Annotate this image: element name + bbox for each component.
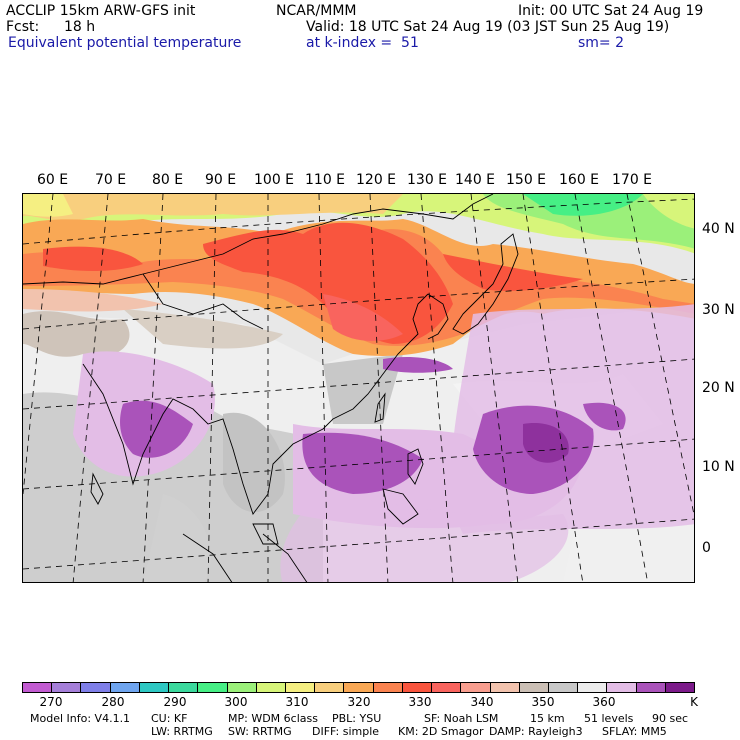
smoothing-label: sm= 2 [578, 35, 625, 51]
colorbar-swatch [665, 683, 695, 692]
colorbar-swatch [402, 683, 433, 692]
colorbar-swatch [227, 683, 257, 692]
colorbar-tick: 330 [408, 695, 432, 709]
pbl-scheme: PBL: YSU [332, 712, 382, 725]
mp-scheme: MP: WDM 6class [228, 712, 318, 725]
lat-label: 0 [702, 540, 711, 556]
lon-label: 120 E [356, 172, 397, 188]
colorbar-tick: 280 [101, 695, 125, 709]
lon-label: 160 E [559, 172, 600, 188]
resolution: 15 km [530, 712, 565, 725]
lon-label: 80 E [152, 172, 184, 188]
field-name: Equivalent potential temperature [8, 35, 242, 51]
colorbar-tick: 360 [592, 695, 616, 709]
colorbar-tick: 290 [163, 695, 187, 709]
forecast-hour: 18 h [64, 19, 96, 35]
lon-label: 70 E [95, 172, 127, 188]
lon-label: 100 E [254, 172, 295, 188]
lon-label: 60 E [37, 172, 69, 188]
init-time: Init: 00 UTC Sat 24 Aug 19 [518, 3, 704, 19]
colorbar-swatch [315, 683, 345, 692]
colorbar-swatch [198, 683, 228, 692]
colorbar-swatch [432, 683, 462, 692]
colorbar-swatch [461, 683, 491, 692]
lat-label: 10 N [702, 459, 735, 475]
model-info: Model Info: V4.1.1 [30, 712, 131, 725]
lat-label: 20 N [702, 380, 735, 396]
level-index: at k-index = 51 [306, 35, 419, 51]
colorbar-tick: 350 [531, 695, 555, 709]
colorbar-swatch [344, 683, 374, 692]
lat-label: 30 N [702, 302, 735, 318]
colorbar-tick: 320 [347, 695, 371, 709]
colorbar-swatch [373, 683, 403, 692]
lon-label: 110 E [305, 172, 346, 188]
lat-label: 40 N [702, 221, 735, 237]
colorbar-swatch [52, 683, 82, 692]
colorbar-swatch [490, 683, 520, 692]
cu-scheme: CU: KF [151, 712, 188, 725]
model-title: ACCLIP 15km ARW-GFS init [6, 3, 196, 19]
valid-time: Valid: 18 UTC Sat 24 Aug 19 (03 JST Sun … [306, 19, 670, 35]
forecast-label: Fcst: [6, 19, 40, 35]
colorbar-swatch [519, 683, 549, 692]
colorbar-tick: 300 [224, 695, 248, 709]
colorbar-swatch [636, 683, 666, 692]
timestep: 90 sec [652, 712, 689, 725]
lon-label: 140 E [455, 172, 496, 188]
colorbar-swatch [169, 683, 199, 692]
levels: 51 levels [584, 712, 634, 725]
km-scheme: KM: 2D Smagor [398, 725, 484, 738]
colorbar-swatch [110, 683, 140, 692]
colorbar-swatch [578, 683, 608, 692]
sflay-scheme: SFLAY: MM5 [602, 725, 667, 738]
colorbar-swatch [81, 683, 111, 692]
colorbar-swatch [607, 683, 637, 692]
colorbar-unit: K [690, 695, 698, 709]
colorbar-swatch [548, 683, 579, 692]
org-label: NCAR/MMM [276, 3, 357, 19]
lon-label: 150 E [506, 172, 547, 188]
lon-label: 170 E [612, 172, 653, 188]
lw-scheme: LW: RRTMG [151, 725, 213, 738]
lon-label: 130 E [407, 172, 448, 188]
lon-label: 90 E [205, 172, 237, 188]
colorbar-swatch [285, 683, 316, 692]
colorbar-tick: 270 [39, 695, 63, 709]
diff-scheme: DIFF: simple [312, 725, 380, 738]
theta-e-map [22, 193, 695, 583]
damp-scheme: DAMP: Rayleigh3 [489, 725, 583, 738]
sw-scheme: SW: RRTMG [228, 725, 292, 738]
colorbar-tick: 310 [285, 695, 309, 709]
colorbar-swatch [139, 683, 170, 692]
colorbar-tick: 340 [470, 695, 494, 709]
colorbar [22, 682, 695, 693]
colorbar-swatch [23, 683, 53, 692]
map-canvas [23, 194, 694, 582]
colorbar-swatch [256, 683, 286, 692]
sf-scheme: SF: Noah LSM [424, 712, 499, 725]
